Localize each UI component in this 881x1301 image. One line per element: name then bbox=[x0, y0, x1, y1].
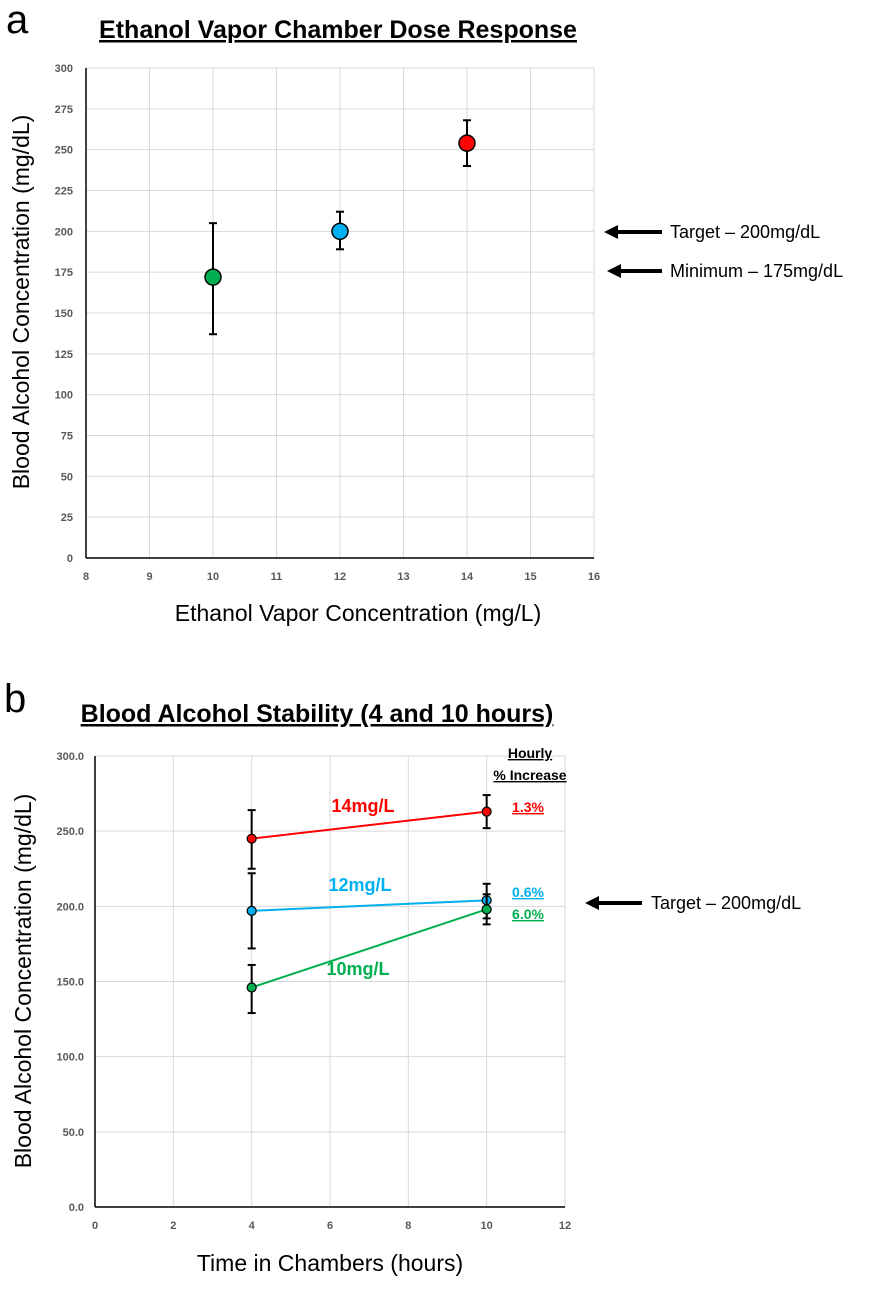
x-tick-label: 9 bbox=[146, 571, 152, 583]
y-tick-label: 75 bbox=[61, 431, 73, 443]
series-line-14mg/L bbox=[251, 810, 487, 840]
panel-b-letter: b bbox=[4, 677, 26, 721]
panel-a-chart: a Ethanol Vapor Chamber Dose Response 8 9… bbox=[6, 0, 843, 626]
y-tick-label: 300.0 bbox=[56, 751, 84, 763]
panel-a-data-points bbox=[204, 119, 476, 336]
annotation-label: Minimum – 175mg/dL bbox=[670, 261, 843, 281]
hourly-header: Hourly bbox=[508, 745, 553, 761]
x-tick-label: 8 bbox=[405, 1220, 411, 1232]
arrow-0-head bbox=[604, 225, 618, 239]
panel-a-x-ticks: 8 9 10 11 12 13 14 15 16 bbox=[83, 571, 600, 583]
panel-b-y-axis-label: Blood Alcohol Concentration (mg/dL) bbox=[10, 794, 36, 1169]
hourly-increase-label: 0.6% bbox=[512, 884, 544, 900]
panel-b-x-ticks: 0 2 4 6 8 10 12 bbox=[92, 1220, 571, 1232]
y-tick-label: 275 bbox=[55, 104, 73, 116]
x-tick-label: 2 bbox=[170, 1220, 176, 1232]
data-point-10mg/L-10 bbox=[481, 904, 492, 915]
data-point-10 bbox=[204, 268, 222, 286]
panel-a-x-axis-label: Ethanol Vapor Concentration (mg/L) bbox=[175, 600, 542, 626]
hourly-increase-label: 1.3% bbox=[512, 799, 544, 815]
y-tick-label: 225 bbox=[55, 186, 73, 198]
y-tick-label: 0.0 bbox=[69, 1202, 84, 1214]
series-10mg/L: 10mg/L 6.0% bbox=[246, 893, 545, 1015]
y-tick-label: 150.0 bbox=[56, 977, 84, 989]
y-tick-label: 125 bbox=[55, 349, 73, 361]
y-tick-label: 250 bbox=[55, 145, 73, 157]
y-tick-label: 200 bbox=[55, 226, 73, 238]
series-name-label: 14mg/L bbox=[331, 796, 394, 816]
series-line-10mg/L bbox=[251, 908, 487, 989]
percent-increase-header: % Increase bbox=[493, 767, 566, 783]
y-tick-label: 50 bbox=[61, 471, 73, 483]
panel-a-gridlines bbox=[85, 67, 595, 559]
panel-b-title: Blood Alcohol Stability (4 and 10 hours) bbox=[81, 700, 554, 728]
panel-a-letter: a bbox=[6, 0, 29, 42]
x-tick-label: 13 bbox=[397, 571, 409, 583]
arrow-1-head bbox=[607, 264, 621, 278]
y-tick-label: 200.0 bbox=[56, 901, 84, 913]
x-tick-label: 0 bbox=[92, 1220, 98, 1232]
x-tick-label: 4 bbox=[249, 1220, 256, 1232]
panel-b-x-axis-label: Time in Chambers (hours) bbox=[197, 1250, 463, 1276]
y-tick-label: 175 bbox=[55, 267, 73, 279]
x-tick-label: 12 bbox=[559, 1220, 571, 1232]
panel-b-axes bbox=[94, 756, 565, 1208]
y-tick-label: 50.0 bbox=[63, 1127, 84, 1139]
panel-b-series: 14mg/L 1.3% 12mg/L 0.6% 10mg/L 6.0% bbox=[246, 794, 545, 1015]
data-point-10mg/L-4 bbox=[246, 982, 257, 993]
y-tick-label: 0 bbox=[67, 553, 73, 565]
x-tick-label: 15 bbox=[524, 571, 536, 583]
panel-a-y-ticks: 0 25 50 75 100 125 150 175 200 225 250 275 300 bbox=[55, 63, 73, 565]
hourly-increase-label: 6.0% bbox=[512, 906, 544, 922]
x-tick-label: 14 bbox=[461, 571, 474, 583]
x-tick-label: 8 bbox=[83, 571, 89, 583]
data-point-12 bbox=[331, 222, 349, 241]
series-14mg/L: 14mg/L 1.3% bbox=[246, 794, 545, 870]
y-tick-label: 100.0 bbox=[56, 1052, 84, 1064]
panel-a-y-axis-label: Blood Alcohol Concentration (mg/dL) bbox=[8, 115, 34, 490]
data-point-14mg/L-4 bbox=[246, 833, 257, 844]
series-12mg/L: 12mg/L 0.6% bbox=[246, 872, 545, 950]
series-name-label: 12mg/L bbox=[328, 875, 391, 895]
y-tick-label: 250.0 bbox=[56, 826, 84, 838]
data-point-14mg/L-10 bbox=[481, 806, 492, 817]
arrow-b-0-head bbox=[585, 896, 599, 910]
series-name-label: 10mg/L bbox=[326, 959, 389, 979]
y-tick-label: 300 bbox=[55, 63, 73, 75]
panel-b-gridlines bbox=[94, 755, 566, 1208]
panel-a-title: Ethanol Vapor Chamber Dose Response bbox=[99, 16, 577, 44]
panel-b-chart: b Blood Alcohol Stability (4 and 10 hour… bbox=[4, 677, 801, 1276]
data-point-14 bbox=[458, 134, 476, 152]
x-tick-label: 6 bbox=[327, 1220, 333, 1232]
y-tick-label: 25 bbox=[61, 512, 73, 524]
panel-a-axes bbox=[85, 68, 594, 559]
x-tick-label: 16 bbox=[588, 571, 600, 583]
panel-b-y-ticks: 0.0 50.0 100.0 150.0 200.0 250.0 300.0 bbox=[56, 751, 84, 1214]
x-tick-label: 12 bbox=[334, 571, 346, 583]
panel-b-annotations: Target – 200mg/dL bbox=[585, 893, 801, 913]
x-tick-label: 11 bbox=[271, 571, 283, 583]
y-tick-label: 150 bbox=[55, 308, 73, 320]
series-line-12mg/L bbox=[251, 899, 487, 912]
panel-a-annotations: Target – 200mg/dL Minimum – 175mg/dL bbox=[604, 222, 843, 281]
data-point-12mg/L-4 bbox=[246, 905, 257, 916]
annotation-label: Target – 200mg/dL bbox=[670, 222, 820, 242]
x-tick-label: 10 bbox=[481, 1220, 493, 1232]
y-tick-label: 100 bbox=[55, 390, 73, 402]
annotation-label: Target – 200mg/dL bbox=[651, 893, 801, 913]
x-tick-label: 10 bbox=[207, 571, 219, 583]
